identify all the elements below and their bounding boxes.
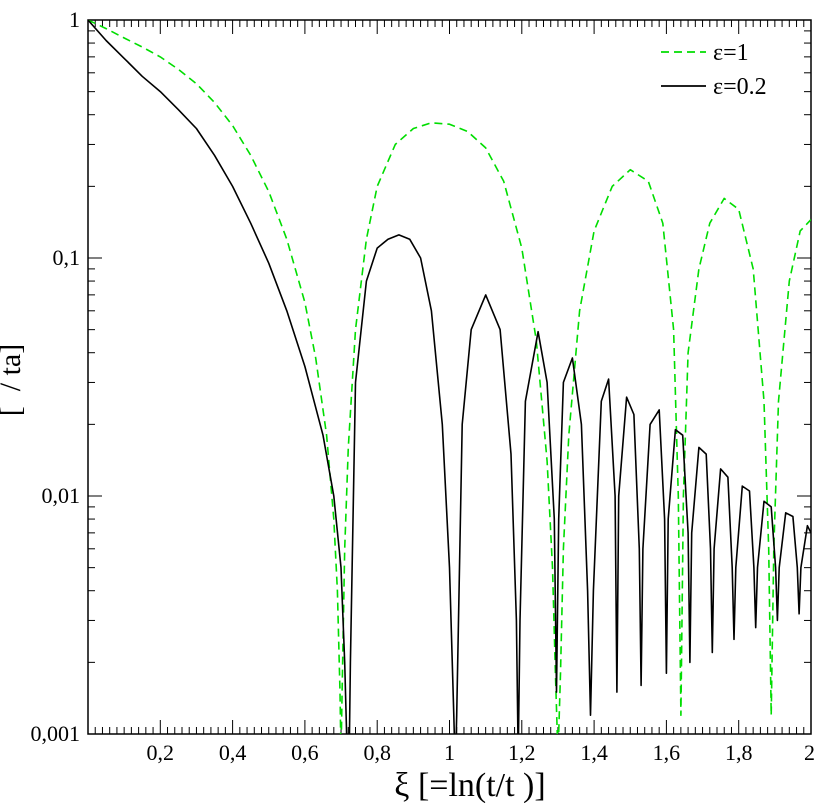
x-tick-label: 1 — [444, 740, 455, 765]
plot-frame — [87, 19, 812, 735]
x-tick-label: 1,4 — [580, 740, 608, 765]
x-tick-label: 1,6 — [653, 740, 681, 765]
x-tick-label: 0,4 — [219, 740, 247, 765]
x-tick-label: 0,2 — [147, 740, 175, 765]
legend-label: ε=1 — [713, 40, 749, 66]
y-axis-title: [ / ta] — [0, 344, 27, 416]
series-line-eps-0-2 — [88, 20, 811, 734]
y-tick-label: 0,001 — [31, 721, 81, 746]
x-tick-label: 1,2 — [508, 740, 536, 765]
x-axis-title: ξ [=ln(t/t )] — [394, 767, 545, 803]
legend: ε=1 ε=0.2 — [661, 40, 767, 100]
x-tick-label: 0,6 — [291, 740, 319, 765]
axis-ticks — [87, 19, 812, 735]
y-tick-labels: 0,001 0,01 0,1 1 — [31, 7, 81, 746]
y-tick-label: 0,01 — [42, 483, 81, 508]
x-tick-label: 2 — [804, 740, 815, 765]
x-tick-label: 1,8 — [725, 740, 753, 765]
legend-label: ε=0.2 — [713, 74, 767, 100]
x-tick-labels: 0,2 0,4 0,6 0,8 1 1,2 1,4 1,6 1,8 2 — [147, 740, 815, 765]
series-layer — [88, 20, 811, 734]
y-tick-label: 1 — [69, 7, 80, 32]
x-tick-label: 0,8 — [363, 740, 391, 765]
series-line-eps-1 — [88, 20, 811, 734]
y-tick-label: 0,1 — [53, 245, 81, 270]
